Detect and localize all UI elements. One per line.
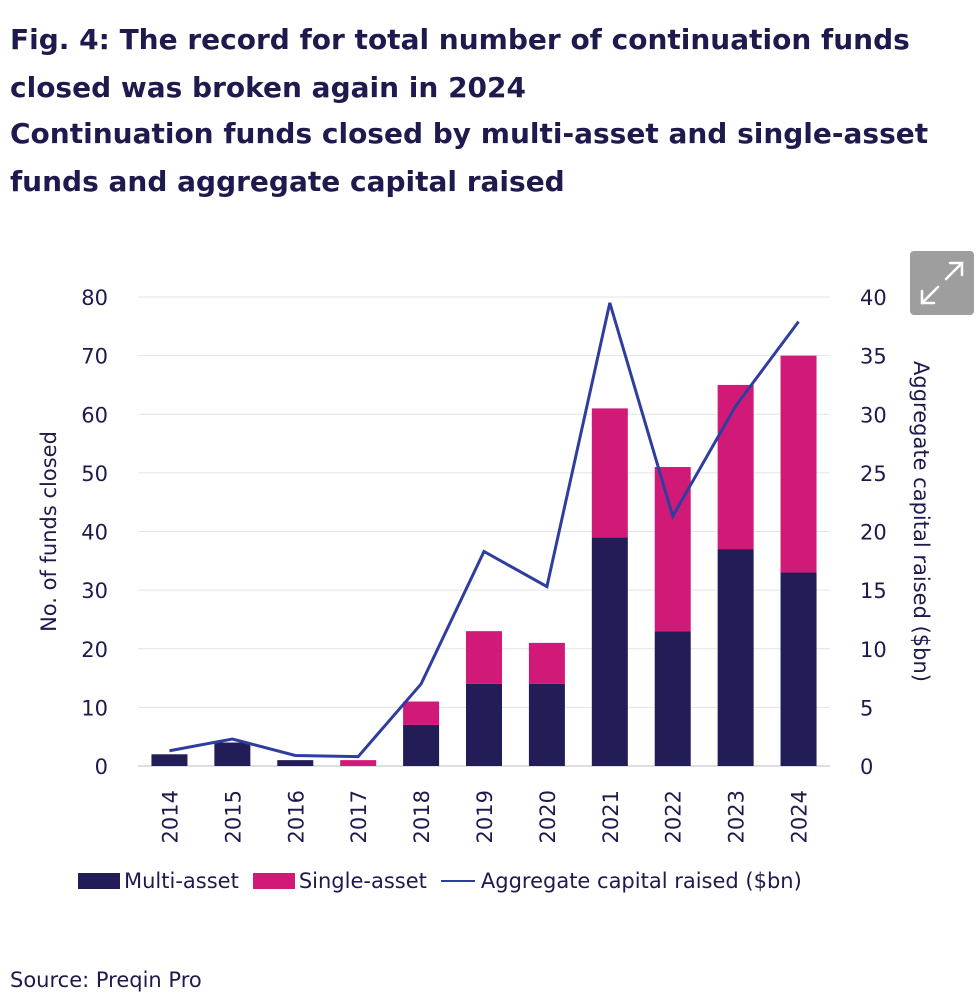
y2-tick-label: 30 — [860, 403, 887, 427]
y2-tick-label: 20 — [860, 521, 887, 545]
x-tick-label: 2017 — [347, 790, 371, 843]
y-tick-label: 40 — [81, 521, 108, 545]
bar-multi-asset — [591, 537, 628, 766]
bar-multi-asset — [151, 754, 188, 766]
y2-tick-label: 40 — [860, 286, 887, 310]
bar-multi-asset — [277, 760, 314, 766]
chart-area: 0 10 20 30 40 50 60 70 80 0 5 10 15 20 25 30 35 40 2014 201… — [37, 286, 933, 843]
y-tick-label: 80 — [81, 286, 108, 310]
bar-single-asset — [591, 408, 628, 538]
bar-multi-asset — [654, 631, 691, 766]
x-tick-label: 2018 — [410, 790, 434, 843]
chart-title: Fig. 4: The record for total number of c… — [10, 23, 910, 104]
y-tick-label: 60 — [81, 403, 108, 427]
legend-item-multi-asset: Multi-asset — [78, 869, 239, 893]
y2-tick-label: 25 — [860, 462, 887, 486]
y2-tick-label: 5 — [860, 696, 873, 720]
bar-single-asset — [780, 355, 817, 573]
bar-multi-asset — [466, 683, 502, 766]
bar-multi-asset — [717, 549, 754, 766]
x-tick-label: 2023 — [725, 790, 749, 843]
expand-icon — [920, 261, 964, 305]
legend-label-single-asset: Single-asset — [298, 869, 427, 893]
chart-subtitle: Continuation funds closed by multi-asset… — [10, 117, 929, 198]
y-tick-label: 50 — [81, 462, 108, 486]
y-tick-label: 70 — [81, 345, 108, 369]
y-tick-label: 30 — [81, 579, 108, 603]
legend-swatch-multi-asset — [78, 873, 120, 889]
y2-tick-label: 35 — [860, 345, 887, 369]
bar-multi-asset — [403, 724, 440, 766]
y2-axis-title: Aggregate capital raised ($bn) — [909, 361, 933, 682]
legend-item-single-asset: Single-asset — [252, 869, 427, 893]
bar-single-asset — [717, 384, 754, 550]
x-tick-label: 2016 — [284, 790, 308, 843]
y2-tick-label: 10 — [860, 638, 887, 662]
bar-multi-asset — [214, 742, 251, 766]
x-tick-label: 2021 — [599, 790, 623, 843]
bar-multi-asset — [528, 683, 565, 766]
y-tick-label: 0 — [95, 755, 108, 779]
y-axis-title: No. of funds closed — [37, 431, 61, 632]
bar-single-asset — [466, 631, 502, 684]
x-tick-label: 2015 — [221, 790, 245, 843]
y2-tick-label: 0 — [860, 755, 873, 779]
legend-swatch-aggregate-capital — [440, 880, 475, 882]
bar-single-asset — [403, 701, 440, 725]
line-aggregate-capital — [169, 302, 800, 759]
chart-legend: Multi-asset Single-asset Aggregate capit… — [78, 866, 816, 896]
legend-swatch-single-asset — [252, 873, 295, 889]
x-tick-label: 2020 — [536, 790, 560, 843]
x-tick-label: 2014 — [158, 790, 182, 843]
source-note: Source: Preqin Pro — [10, 968, 202, 992]
legend-label-aggregate-capital: Aggregate capital raised ($bn) — [480, 869, 802, 893]
y-tick-label: 20 — [81, 638, 108, 662]
legend-label-multi-asset: Multi-asset — [124, 869, 239, 893]
y2-tick-label: 15 — [860, 579, 887, 603]
legend-item-aggregate-capital: Aggregate capital raised ($bn) — [440, 869, 802, 893]
x-tick-label: 2024 — [788, 790, 812, 843]
x-tick-label: 2022 — [662, 790, 686, 843]
bar-single-asset — [340, 760, 377, 766]
y-tick-label: 10 — [81, 696, 108, 720]
bar-multi-asset — [780, 572, 817, 766]
expand-button[interactable] — [910, 251, 974, 315]
x-tick-label: 2019 — [473, 790, 497, 843]
bar-single-asset — [528, 642, 565, 684]
